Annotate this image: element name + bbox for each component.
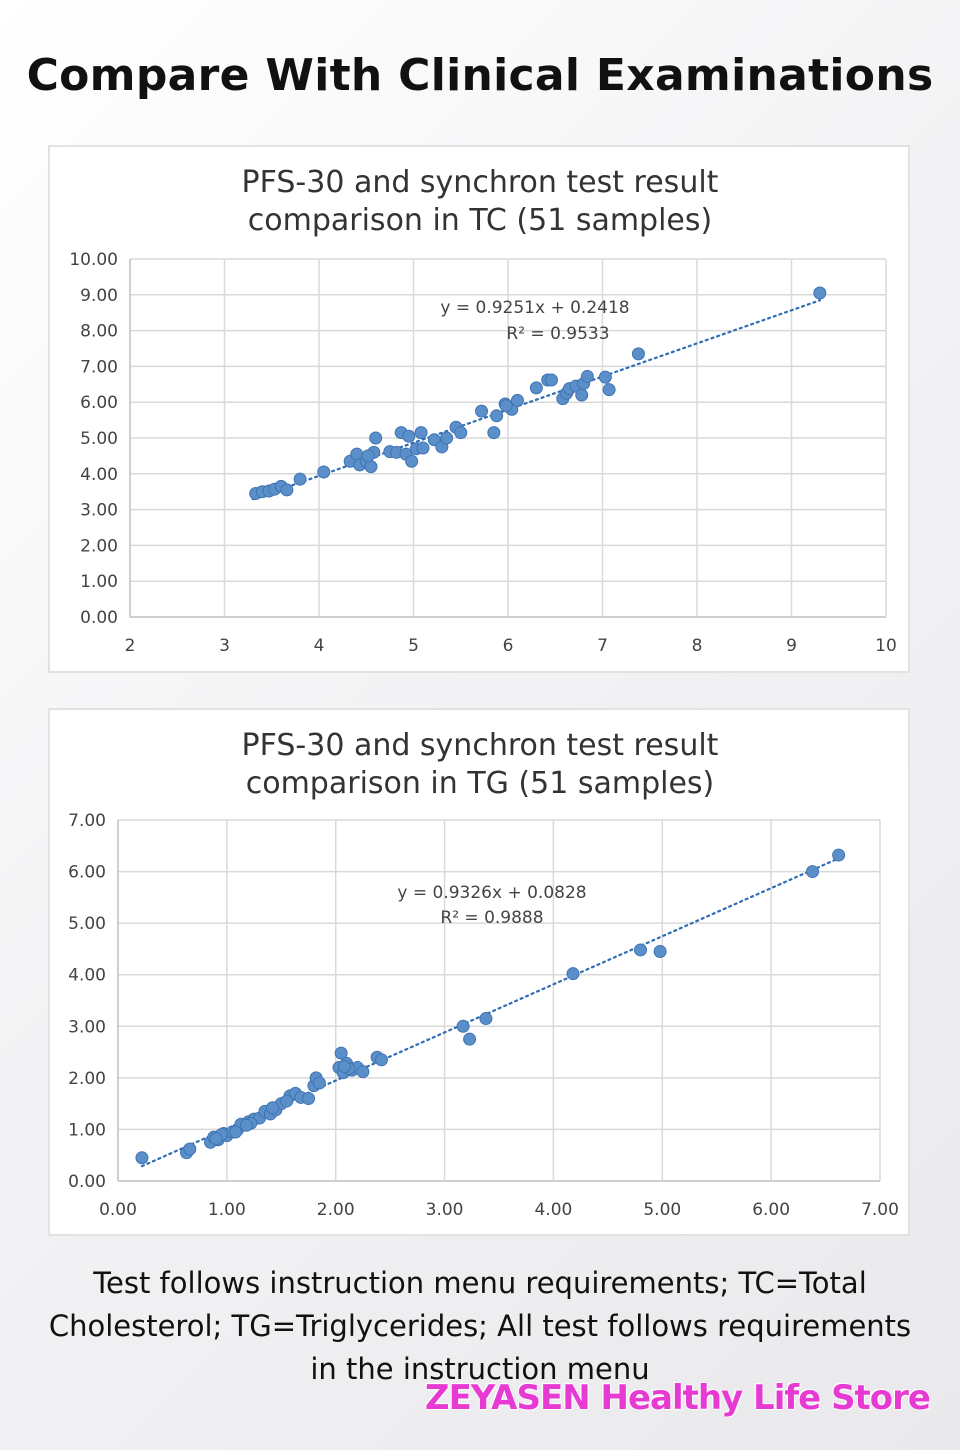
- data-point: [405, 454, 419, 468]
- y-tick-label: 7.00: [80, 357, 118, 377]
- data-point: [280, 483, 294, 497]
- data-point: [293, 472, 307, 486]
- y-tick-label: 8.00: [80, 322, 118, 342]
- chart-title-line-2: comparison in TC (51 samples): [248, 203, 712, 238]
- data-point: [266, 1101, 280, 1115]
- data-point: [499, 399, 513, 413]
- data-point: [544, 373, 558, 387]
- x-tick-label: 8: [692, 636, 703, 656]
- data-point: [580, 369, 594, 383]
- y-tick-label: 5.00: [68, 914, 106, 934]
- data-point: [602, 383, 616, 397]
- x-tick-label: 6: [503, 636, 514, 656]
- data-point: [575, 388, 589, 402]
- data-point: [135, 1151, 149, 1165]
- x-tick-label: 5: [408, 636, 419, 656]
- data-point: [183, 1142, 197, 1156]
- data-point: [280, 1094, 294, 1108]
- y-tick-label: 0.00: [80, 608, 118, 628]
- data-point: [440, 431, 454, 445]
- trendline-equation: y = 0.9251x + 0.2418: [440, 298, 629, 318]
- data-point: [456, 1019, 470, 1033]
- x-tick-label: 2: [125, 636, 136, 656]
- caption-text: Test follows instruction menu requiremen…: [48, 1266, 912, 1386]
- x-tick-label: 4.00: [534, 1200, 572, 1220]
- y-tick-label: 2.00: [68, 1069, 106, 1089]
- data-point: [479, 1012, 493, 1026]
- data-point: [402, 429, 416, 443]
- y-tick-label: 5.00: [80, 429, 118, 449]
- data-point: [312, 1076, 326, 1090]
- trendline-equation: y = 0.9326x + 0.0828: [397, 883, 586, 903]
- x-tick-label: 1.00: [208, 1200, 246, 1220]
- data-point: [374, 1053, 388, 1067]
- data-point: [490, 409, 504, 423]
- x-tick-label: 0.00: [99, 1200, 137, 1220]
- chart-title-line-2: comparison in TG (51 samples): [246, 766, 715, 801]
- chart-panel-tc: PFS-30 and synchron test result comparis…: [48, 145, 910, 673]
- data-point: [653, 945, 667, 959]
- data-point: [229, 1125, 243, 1139]
- data-point: [566, 967, 580, 981]
- r-squared-label: R² = 0.9888: [440, 908, 543, 928]
- data-point: [369, 431, 383, 445]
- y-tick-label: 3.00: [80, 501, 118, 521]
- data-point: [529, 381, 543, 395]
- data-point: [454, 426, 468, 440]
- x-tick-label: 9: [786, 636, 797, 656]
- data-point: [510, 393, 524, 407]
- data-point: [832, 848, 846, 862]
- tg-scatter-chart: PFS-30 and synchron test result comparis…: [68, 728, 899, 1220]
- x-tick-label: 10: [875, 636, 897, 656]
- data-point: [334, 1046, 348, 1060]
- data-point: [806, 865, 820, 879]
- y-tick-label: 9.00: [80, 286, 118, 306]
- data-point: [239, 1118, 253, 1132]
- data-point: [361, 449, 375, 463]
- r-squared-label: R² = 0.9533: [506, 324, 609, 344]
- data-point: [631, 347, 645, 361]
- y-tick-label: 1.00: [80, 572, 118, 592]
- y-tick-label: 1.00: [68, 1120, 106, 1140]
- x-tick-label: 3: [219, 636, 230, 656]
- data-point: [209, 1132, 223, 1146]
- y-tick-label: 6.00: [68, 863, 106, 883]
- data-point: [337, 1060, 351, 1074]
- x-tick-label: 6.00: [752, 1200, 790, 1220]
- y-tick-label: 4.00: [68, 966, 106, 986]
- data-point: [487, 426, 501, 440]
- y-tick-label: 4.00: [80, 465, 118, 485]
- y-tick-label: 3.00: [68, 1017, 106, 1037]
- data-point: [317, 465, 331, 479]
- x-tick-label: 5.00: [643, 1200, 681, 1220]
- x-tick-label: 2.00: [317, 1200, 355, 1220]
- y-tick-label: 10.00: [69, 250, 118, 270]
- chart-title-line-1: PFS-30 and synchron test result: [242, 165, 719, 200]
- data-point: [598, 370, 612, 384]
- data-point: [813, 286, 827, 300]
- data-point: [416, 441, 430, 455]
- y-tick-label: 7.00: [68, 811, 106, 831]
- tc-scatter-chart: PFS-30 and synchron test result comparis…: [69, 165, 897, 656]
- data-point: [356, 1065, 370, 1079]
- y-tick-label: 6.00: [80, 393, 118, 413]
- data-point: [302, 1091, 315, 1105]
- data-point: [475, 404, 489, 418]
- chart-panel-tg: PFS-30 and synchron test result comparis…: [48, 708, 910, 1236]
- x-tick-label: 4: [314, 636, 325, 656]
- data-point: [414, 426, 428, 440]
- page-title: Compare With Clinical Examinations: [26, 50, 934, 101]
- data-point: [364, 460, 378, 474]
- chart-title-line-1: PFS-30 and synchron test result: [242, 728, 719, 763]
- x-tick-label: 3.00: [426, 1200, 464, 1220]
- y-tick-label: 0.00: [68, 1172, 106, 1192]
- y-tick-label: 2.00: [80, 536, 118, 556]
- linear-trendline: [251, 299, 821, 501]
- data-point: [634, 943, 648, 957]
- x-tick-label: 7: [597, 636, 608, 656]
- x-tick-label: 7.00: [861, 1200, 899, 1220]
- data-point: [463, 1032, 477, 1046]
- store-watermark: ZEYASEN Healthy Life Store: [424, 1378, 931, 1419]
